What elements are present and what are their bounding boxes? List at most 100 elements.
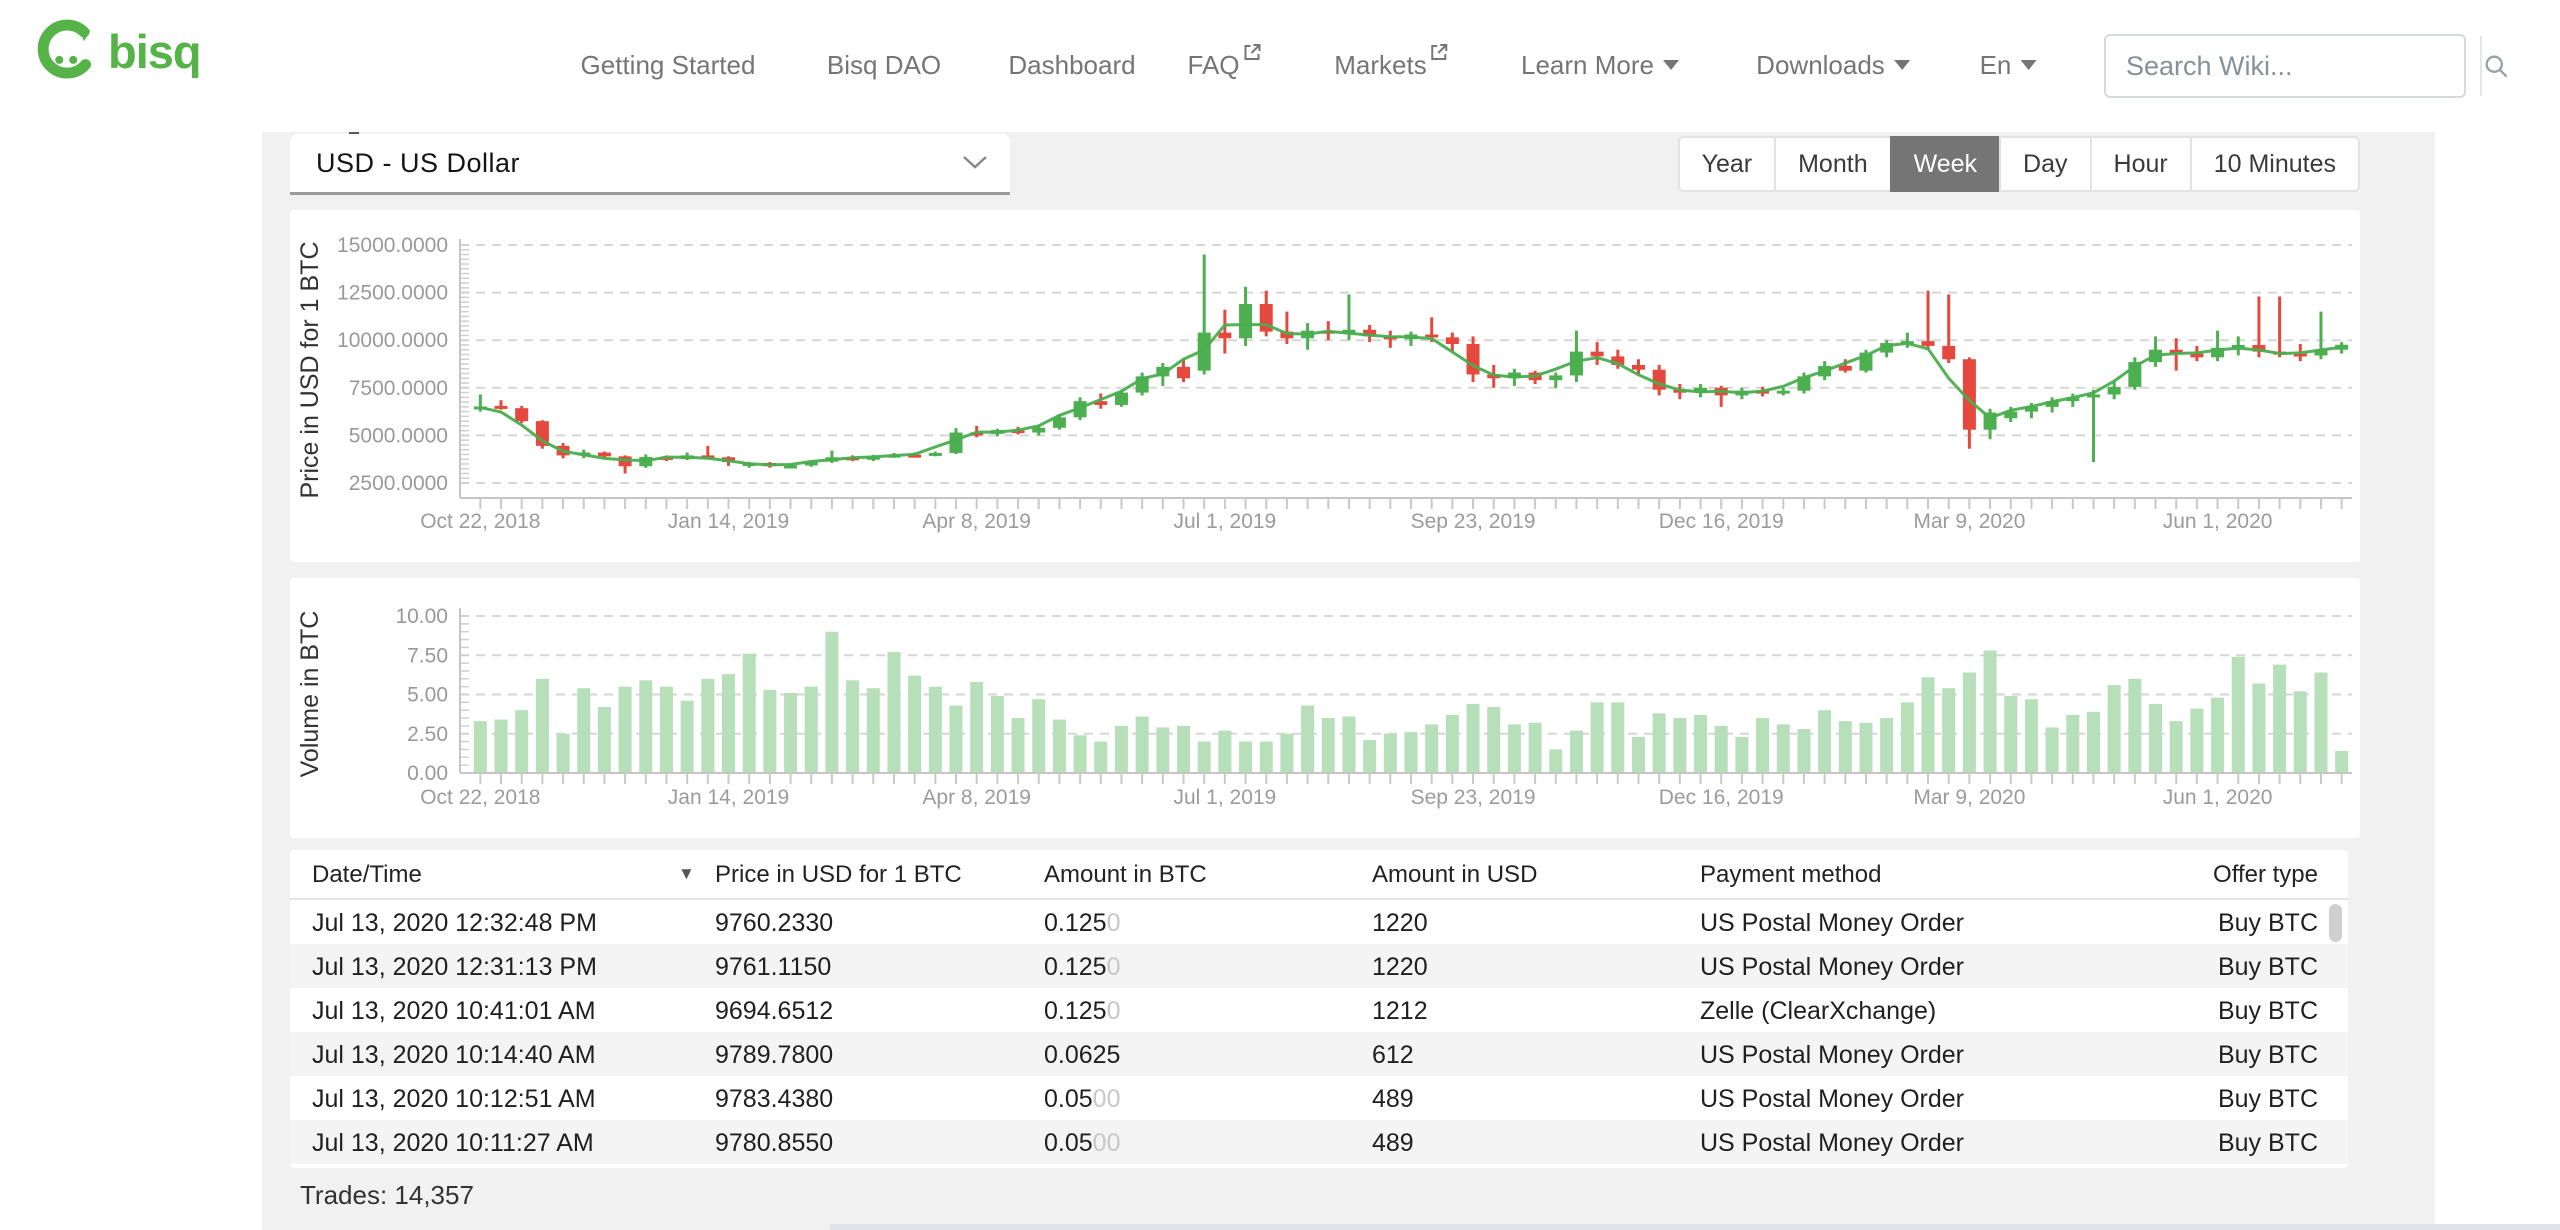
- nav-item-markets[interactable]: Markets: [1334, 44, 1449, 82]
- nav-item-label: Markets: [1334, 50, 1427, 80]
- search-input[interactable]: [2106, 50, 2480, 82]
- amount-btc-padding-zeros: 00: [1092, 1085, 1121, 1113]
- brand-name: bisq: [108, 25, 202, 78]
- cell-datetime: Jul 13, 2020 12:32:48 PM: [312, 909, 597, 937]
- column-header-date-time[interactable]: Date/Time: [312, 861, 422, 888]
- caret-down-icon: [2020, 60, 2037, 70]
- amount-btc-padding-zeros: 00: [1092, 1129, 1121, 1157]
- caret-down-icon: [1893, 60, 1910, 70]
- nav-item-learn-more[interactable]: Learn More: [1521, 48, 1679, 82]
- cell-amount-btc: 0.1250: [1044, 953, 1120, 982]
- search-button[interactable]: [2480, 36, 2510, 96]
- svg-text:Jan 14, 2019: Jan 14, 2019: [668, 510, 789, 533]
- price-candlestick-chart[interactable]: 15000.0000 12500.0000 10000.0000 7500.0000 5…: [290, 210, 2360, 562]
- cell-offer-type: Buy BTC: [2217, 1129, 2318, 1157]
- caret-down-icon: [1662, 60, 1679, 70]
- cell-amount-btc: 0.0500: [1044, 1129, 1120, 1158]
- svg-text:Mar 9, 2020: Mar 9, 2020: [1913, 786, 2025, 809]
- interval-button-year[interactable]: Year: [1677, 136, 1777, 192]
- nav-item-label: Getting Started: [580, 50, 756, 80]
- trades-table: Date/Time Price in USD for 1 BTC Amount in…: [290, 850, 2348, 1168]
- bisq-logo[interactable]: bisq: [36, 18, 202, 85]
- amount-btc-value: 0.0625: [1044, 1041, 1121, 1069]
- interval-button-week[interactable]: Week: [1889, 136, 2002, 192]
- cell-payment-method: US Postal Money Order: [1700, 1085, 1964, 1113]
- nav-item-label: En: [1979, 50, 2012, 80]
- cell-amount-btc: 0.0625: [1044, 1041, 1120, 1070]
- column-header-offer-type[interactable]: Offer type: [2213, 861, 2318, 888]
- nav-item-label: FAQ: [1187, 50, 1240, 80]
- svg-text:Jul 1, 2019: Jul 1, 2019: [1173, 510, 1276, 533]
- column-header-amount-in-usd[interactable]: Amount in USD: [1372, 861, 1538, 888]
- cell-payment-method: US Postal Money Order: [1700, 1041, 1964, 1069]
- amount-btc-value: 0.125: [1044, 953, 1107, 981]
- interval-button-group: Year Month Week Day Hour 10 Minutes: [1677, 136, 2360, 192]
- table-header-row: Date/Time Price in USD for 1 BTC Amount in…: [290, 850, 2348, 900]
- amount-btc-padding-zeros: 0: [1106, 909, 1121, 937]
- nav-item-label: Downloads: [1756, 50, 1885, 80]
- volume-chart-card: 10.00 7.50 5.00 2.50 0.00 Oct 22, 2018 Jan 14,…: [290, 578, 2360, 838]
- external-link-icon: [1431, 44, 1448, 60]
- svg-text:10000.0000: 10000.0000: [337, 329, 448, 352]
- nav-item-getting-started[interactable]: Getting Started: [581, 48, 756, 82]
- column-header-amount-in-btc[interactable]: Amount in BTC: [1044, 861, 1207, 888]
- svg-text:10.00: 10.00: [395, 605, 448, 628]
- cell-amount-btc: 0.1250: [1044, 909, 1120, 938]
- cell-price: 9780.8550: [715, 1129, 834, 1157]
- nav-item-label: Learn More: [1521, 50, 1654, 80]
- external-link-icon: [1244, 44, 1261, 60]
- amount-btc-value: 0.05: [1044, 1085, 1093, 1113]
- nav-item-en[interactable]: En: [1980, 48, 2037, 82]
- svg-text:7.50: 7.50: [407, 644, 448, 667]
- interval-button-day[interactable]: Day: [1999, 136, 2092, 192]
- trades-count: Trades: 14,357: [300, 1180, 474, 1210]
- cell-datetime: Jul 13, 2020 10:12:51 AM: [312, 1085, 596, 1113]
- currency-selected-value: USD - US Dollar: [316, 147, 521, 178]
- cell-price: 9694.6512: [715, 997, 834, 1025]
- sort-descending-icon[interactable]: ▼: [678, 864, 695, 883]
- svg-text:Jun 1, 2020: Jun 1, 2020: [2163, 510, 2273, 533]
- nav-item-downloads[interactable]: Downloads: [1756, 48, 1910, 82]
- svg-text:Oct 22, 2018: Oct 22, 2018: [420, 510, 540, 533]
- cell-datetime: Jul 13, 2020 10:14:40 AM: [312, 1041, 596, 1069]
- interval-button-month[interactable]: Month: [1774, 136, 1892, 192]
- interval-button-10-minutes[interactable]: 10 Minutes: [2189, 136, 2360, 192]
- nav-item-bisq-dao[interactable]: Bisq DAO: [827, 48, 941, 82]
- table-row: Jul 13, 2020 12:31:13 PM 9761.1150 0.1250 1…: [290, 944, 2348, 988]
- svg-text:Dec 16, 2019: Dec 16, 2019: [1659, 786, 1784, 809]
- svg-text:Oct 22, 2018: Oct 22, 2018: [420, 786, 540, 809]
- nav-item-dashboard[interactable]: Dashboard: [1008, 48, 1135, 82]
- svg-text:Jul 1, 2019: Jul 1, 2019: [1173, 786, 1276, 809]
- cell-price: 9761.1150: [715, 953, 832, 981]
- svg-text:15000.0000: 15000.0000: [337, 234, 448, 257]
- amount-btc-padding-zeros: 0: [1106, 997, 1121, 1025]
- amount-btc-value: 0.05: [1044, 1129, 1093, 1157]
- cell-amount-btc: 0.0500: [1044, 1085, 1120, 1114]
- column-header-price-in-usd-for-1-btc[interactable]: Price in USD for 1 BTC: [715, 861, 962, 888]
- top-nav: bisq Getting Started Bisq DAO Dashboard FAQ…: [0, 0, 2560, 132]
- cell-payment-method: US Postal Money Order: [1700, 1129, 1964, 1157]
- cell-amount-usd: 489: [1372, 1085, 1414, 1113]
- svg-text:12500.0000: 12500.0000: [337, 282, 448, 305]
- bisq-logo-icon: [36, 18, 98, 85]
- cell-amount-usd: 1220: [1372, 909, 1428, 937]
- svg-text:Mar 9, 2020: Mar 9, 2020: [1913, 510, 2025, 533]
- svg-text:Apr 8, 2019: Apr 8, 2019: [922, 510, 1031, 533]
- svg-text:Jan 14, 2019: Jan 14, 2019: [668, 786, 789, 809]
- currency-select[interactable]: USD - US Dollar: [290, 134, 1010, 195]
- svg-text:5000.0000: 5000.0000: [349, 424, 448, 447]
- svg-text:0.00: 0.00: [407, 762, 448, 785]
- svg-text:2500.0000: 2500.0000: [349, 472, 448, 495]
- interval-button-hour[interactable]: Hour: [2089, 136, 2192, 192]
- table-row: Jul 13, 2020 10:12:51 AM 9783.4380 0.0500 4…: [290, 1076, 2348, 1120]
- column-header-payment-method[interactable]: Payment method: [1700, 861, 1882, 888]
- cell-payment-method: US Postal Money Order: [1700, 909, 1964, 937]
- table-scrollbar-thumb[interactable]: [2329, 904, 2342, 942]
- nav-item-label: Dashboard: [1008, 50, 1136, 80]
- nav-item-faq[interactable]: FAQ: [1187, 44, 1262, 82]
- cell-amount-usd: 1220: [1372, 953, 1428, 981]
- chevron-down-icon: [962, 154, 988, 175]
- svg-text:2.50: 2.50: [407, 723, 448, 746]
